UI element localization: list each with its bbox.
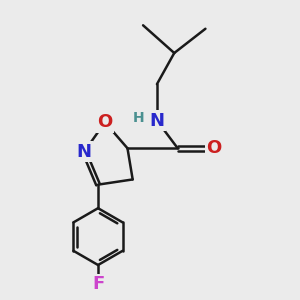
Text: N: N <box>77 143 92 161</box>
Text: N: N <box>149 112 164 130</box>
Text: F: F <box>92 275 104 293</box>
Text: H: H <box>133 111 145 125</box>
Text: O: O <box>97 113 112 131</box>
Text: O: O <box>206 139 222 157</box>
